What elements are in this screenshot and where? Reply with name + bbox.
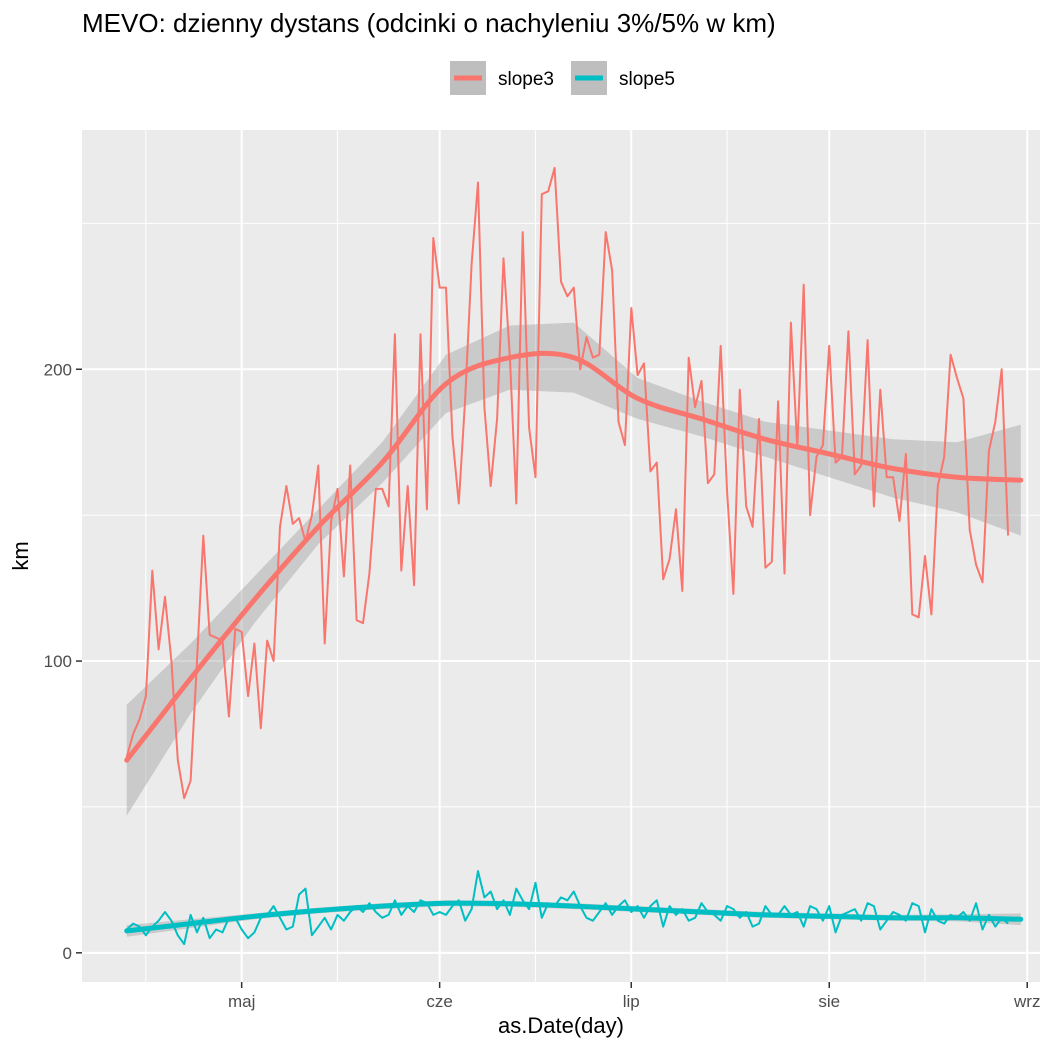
y-tick-label: 100 bbox=[44, 652, 72, 671]
x-axis-ticks: maj cze lip sie wrz bbox=[228, 982, 1040, 1011]
x-tick-label: lip bbox=[623, 992, 640, 1011]
y-axis-ticks: 0 100 200 bbox=[44, 360, 82, 963]
smooth-trend-lines bbox=[124, 350, 1024, 934]
chart-title: MEVO: dzienny dystans (odcinki o nachyle… bbox=[82, 8, 776, 38]
x-tick-label: wrz bbox=[1013, 992, 1040, 1011]
x-tick-label: maj bbox=[228, 992, 255, 1011]
plot-panel bbox=[82, 130, 1040, 982]
x-tick-label: sie bbox=[818, 992, 840, 1011]
chart-legend: slope3 slope5 bbox=[450, 61, 675, 95]
daily-series-lines bbox=[125, 166, 1010, 946]
x-tick-label: cze bbox=[426, 992, 452, 1011]
smooth-line-slope5 bbox=[124, 900, 1024, 934]
y-axis-title: km bbox=[8, 541, 33, 570]
series-line-slope3 bbox=[125, 166, 1010, 800]
legend-label-slope5: slope5 bbox=[619, 69, 675, 90]
y-tick-label: 200 bbox=[44, 360, 72, 379]
y-tick-label: 0 bbox=[63, 944, 72, 963]
series-line-slope5 bbox=[126, 870, 1009, 946]
x-axis-title: as.Date(day) bbox=[498, 1013, 624, 1038]
major-gridlines bbox=[82, 130, 1040, 982]
smooth-line-slope3 bbox=[124, 350, 1024, 763]
legend-label-slope3: slope3 bbox=[498, 69, 554, 90]
